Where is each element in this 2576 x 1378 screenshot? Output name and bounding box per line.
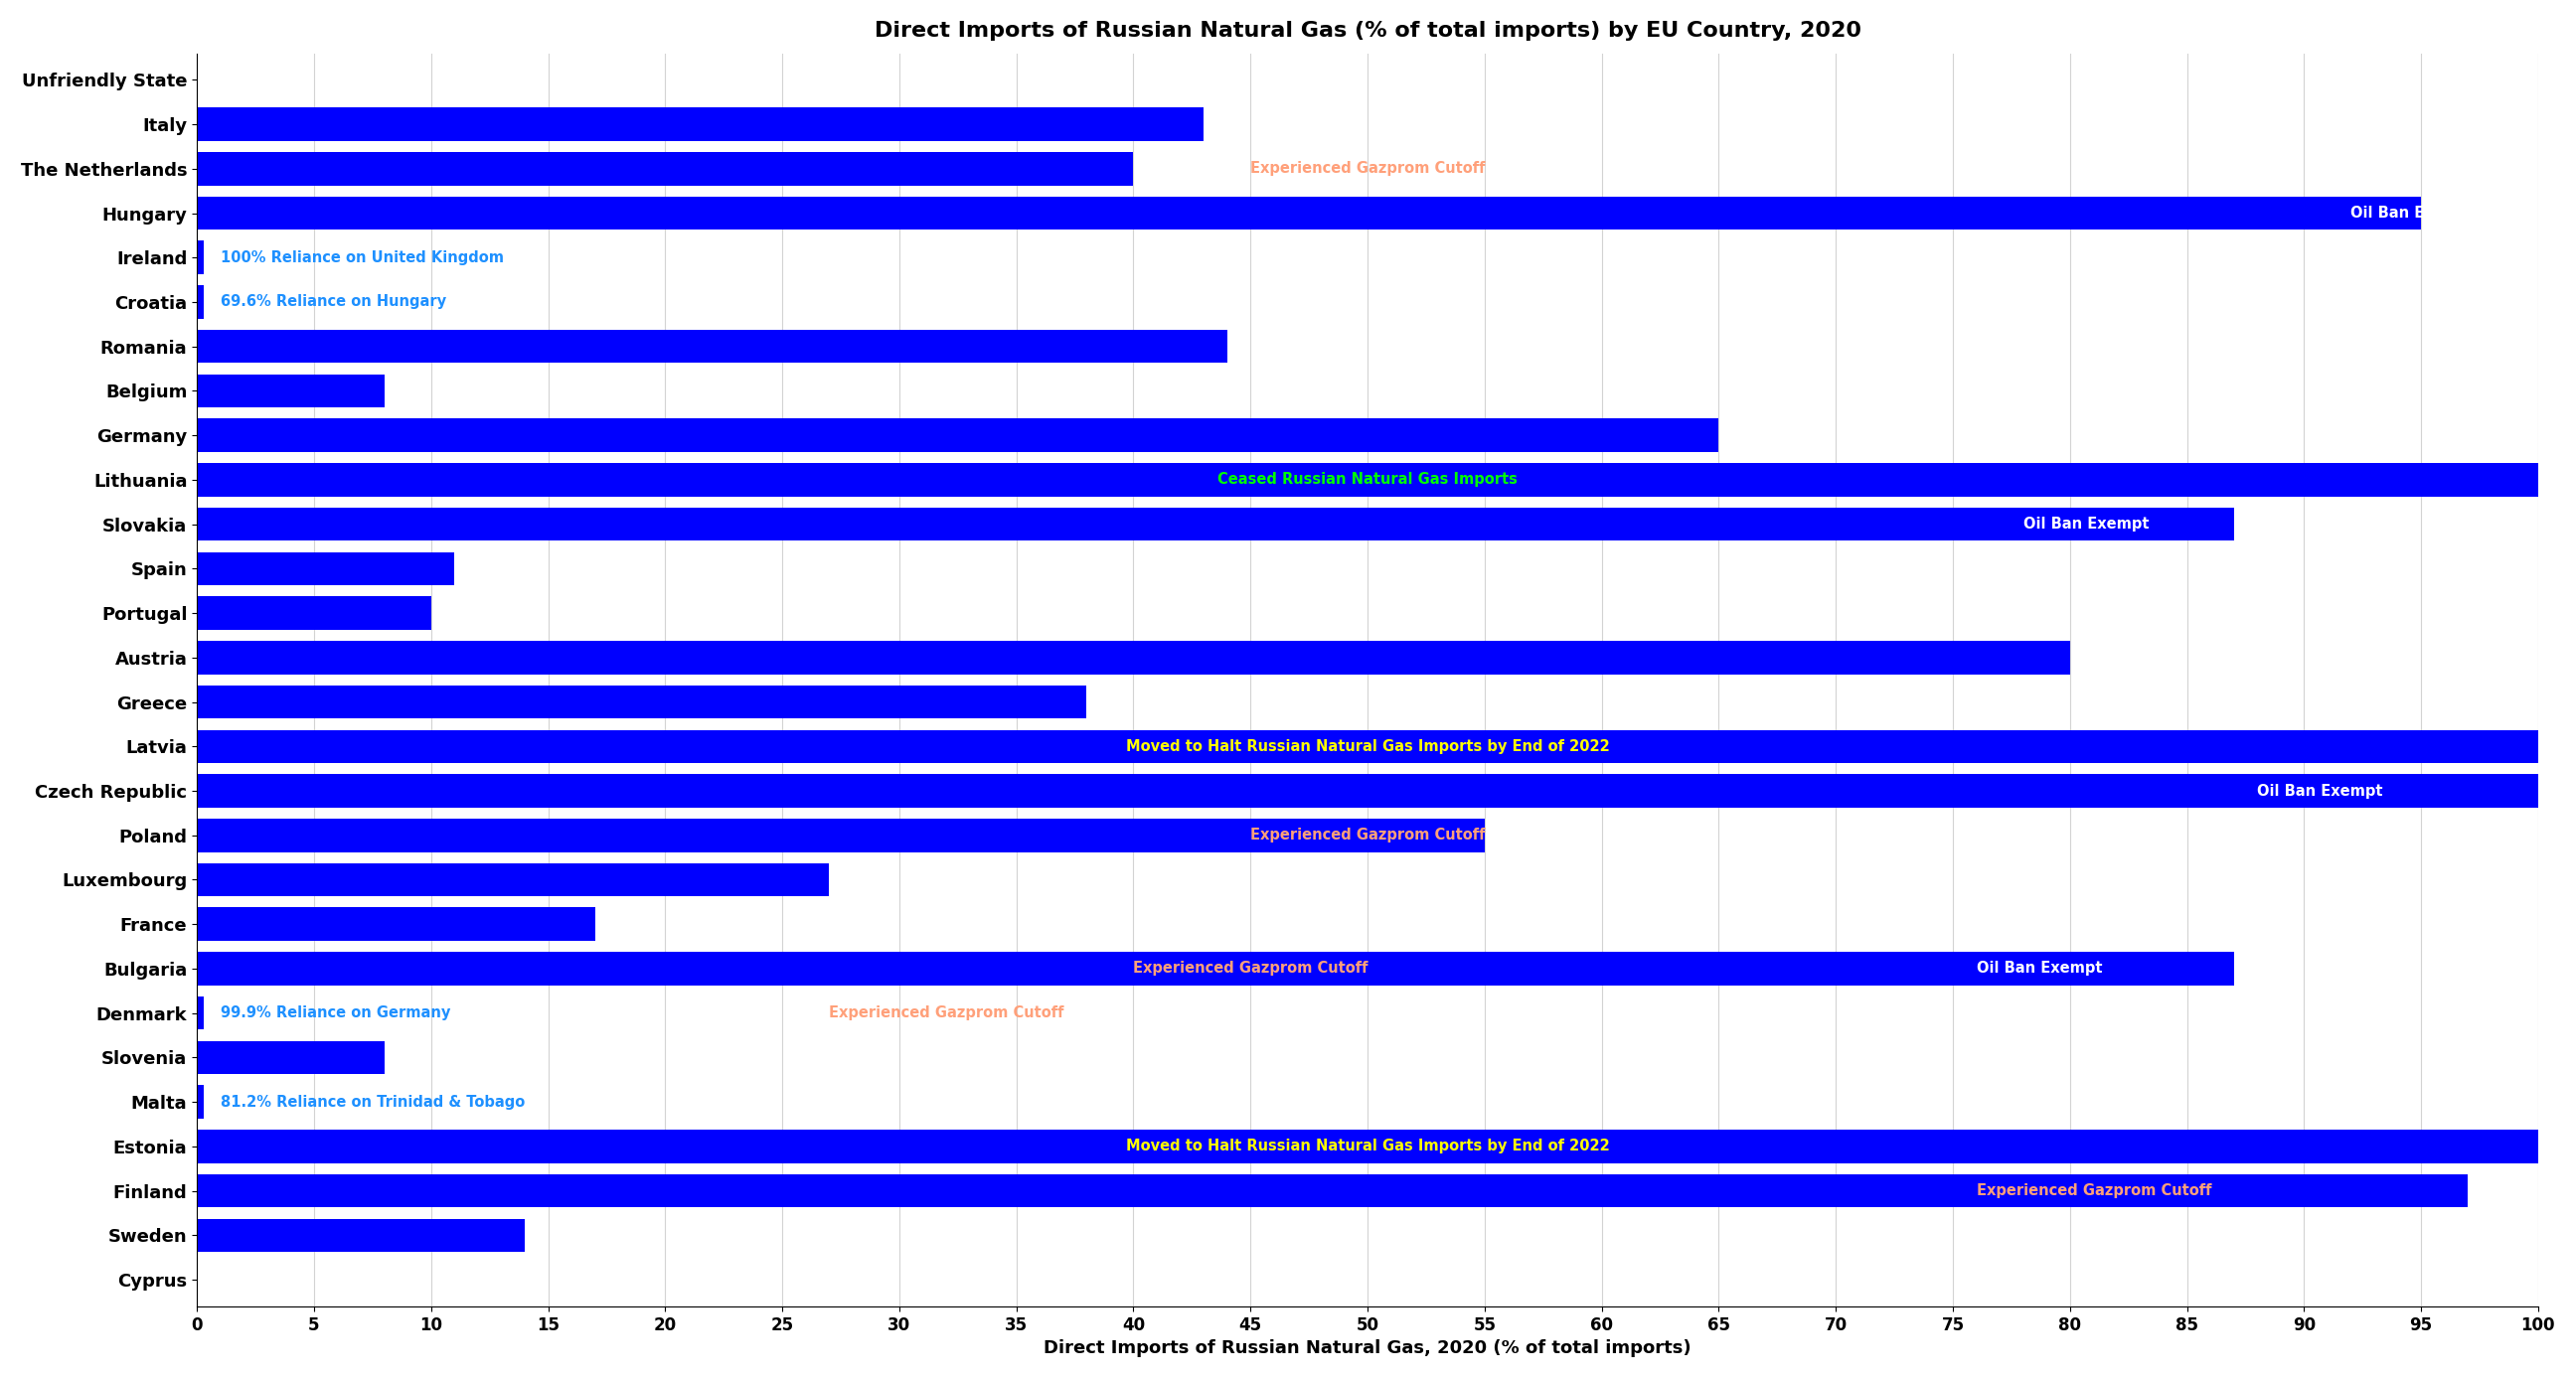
Bar (196, 863, 829, 897)
Text: Experienced Gazprom Cutoff: Experienced Gazprom Cutoff (1976, 1184, 2210, 1199)
Bar (196, 730, 2537, 763)
Text: Experienced Gazprom Cutoff: Experienced Gazprom Cutoff (1249, 828, 1486, 843)
Bar (196, 996, 204, 1029)
Bar (196, 285, 204, 318)
Text: Ceased Russian Natural Gas Imports: Ceased Russian Natural Gas Imports (1218, 473, 1517, 488)
Text: Moved to Halt Russian Natural Gas Imports by End of 2022: Moved to Halt Russian Natural Gas Import… (1126, 1140, 1610, 1153)
Text: Moved to Halt Russian Natural Gas Imports by End of 2022: Moved to Halt Russian Natural Gas Import… (1126, 739, 1610, 754)
Bar (196, 197, 2421, 230)
Bar (196, 1218, 526, 1253)
Bar (196, 553, 453, 586)
Bar (196, 774, 2537, 808)
Bar (196, 1174, 2468, 1207)
Bar (196, 107, 1203, 141)
Bar (196, 641, 2071, 674)
Text: 69.6% Reliance on Hungary: 69.6% Reliance on Hungary (222, 295, 446, 310)
Title: Direct Imports of Russian Natural Gas (% of total imports) by EU Country, 2020: Direct Imports of Russian Natural Gas (%… (873, 21, 1860, 40)
Bar (196, 375, 384, 408)
Bar (196, 597, 430, 630)
Text: Experienced Gazprom Cutoff: Experienced Gazprom Cutoff (1133, 962, 1368, 976)
X-axis label: Direct Imports of Russian Natural Gas, 2020 (% of total imports): Direct Imports of Russian Natural Gas, 2… (1043, 1339, 1692, 1357)
Text: 100% Reliance on United Kingdom: 100% Reliance on United Kingdom (222, 251, 505, 265)
Text: Oil Ban Exempt: Oil Ban Exempt (2022, 517, 2148, 532)
Bar (196, 463, 2537, 496)
Bar (196, 507, 2233, 542)
Bar (196, 685, 1087, 719)
Text: Oil Ban Exempt: Oil Ban Exempt (2257, 784, 2383, 798)
Text: 81.2% Reliance on Trinidad & Tobago: 81.2% Reliance on Trinidad & Tobago (222, 1094, 526, 1109)
Text: Oil Ban Exempt: Oil Ban Exempt (1976, 962, 2102, 976)
Bar (196, 241, 204, 274)
Text: Experienced Gazprom Cutoff: Experienced Gazprom Cutoff (1249, 161, 1486, 176)
Text: 99.9% Reliance on Germany: 99.9% Reliance on Germany (222, 1006, 451, 1021)
Bar (196, 419, 1718, 452)
Bar (196, 1086, 204, 1119)
Bar (196, 908, 595, 941)
Bar (196, 152, 1133, 186)
Bar (196, 819, 1484, 852)
Text: Experienced Gazprom Cutoff: Experienced Gazprom Cutoff (829, 1006, 1064, 1021)
Bar (196, 1040, 384, 1075)
Bar (196, 952, 2233, 985)
Bar (196, 329, 1226, 364)
Text: Oil Ban Exempt: Oil Ban Exempt (2352, 205, 2476, 220)
Bar (196, 1130, 2537, 1163)
